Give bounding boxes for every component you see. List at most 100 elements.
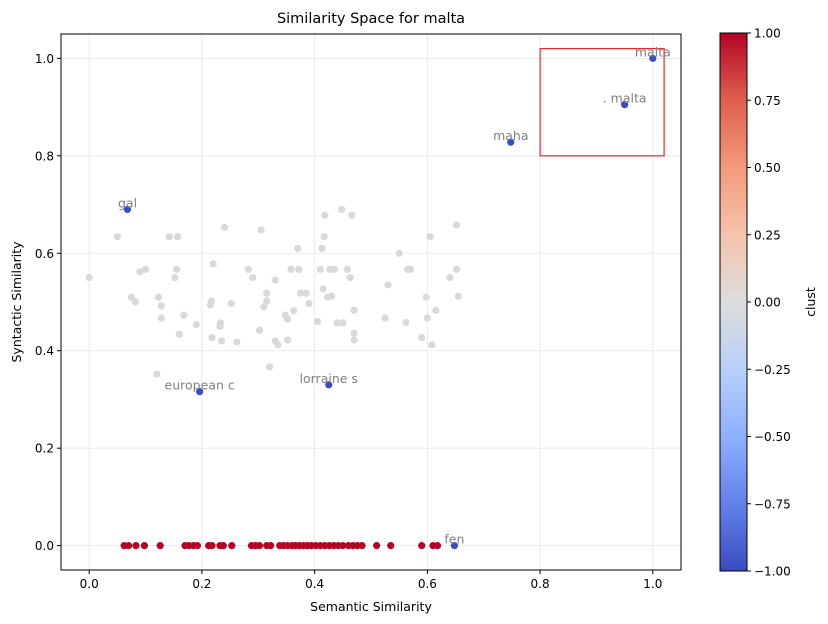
data-point-cluster-0 [402, 318, 410, 327]
data-point-cluster-1 [208, 542, 216, 550]
y-tick-label: 0.8 [35, 149, 54, 163]
colorbar-tick-label: 0.00 [754, 296, 781, 310]
data-point-cluster-0 [208, 333, 216, 342]
data-point-cluster-0 [295, 265, 303, 273]
data-point-cluster-0 [339, 319, 347, 327]
data-point-cluster-0 [207, 297, 216, 305]
point-label: maha [493, 128, 528, 143]
data-point-cluster-0 [422, 293, 430, 301]
data-point-cluster-1 [358, 542, 366, 550]
data-point-cluster-0 [157, 314, 165, 322]
data-point-cluster-0 [454, 292, 462, 300]
data-point-cluster-minus1 [123, 205, 132, 214]
data-point-cluster-0 [220, 223, 229, 232]
data-point-cluster-0 [316, 265, 324, 273]
data-point-cluster-0 [157, 302, 165, 310]
colorbar-label: clust [803, 287, 818, 317]
colorbar-tick-label: −0.25 [754, 363, 791, 377]
data-point-cluster-minus1 [507, 138, 515, 146]
x-tick-label: 0.4 [305, 577, 324, 591]
data-point-cluster-0 [346, 274, 354, 282]
data-point-cluster-0 [313, 317, 322, 326]
data-point-cluster-0 [320, 233, 328, 241]
data-point-cluster-0 [216, 319, 225, 327]
data-point-cluster-0 [192, 320, 200, 329]
data-point-cluster-0 [171, 274, 179, 282]
x-tick-label: 0.0 [80, 577, 99, 591]
data-point-cluster-0 [426, 233, 434, 241]
data-point-cluster-0 [154, 293, 163, 301]
x-tick-label: 1.0 [643, 577, 662, 591]
data-point-cluster-0 [249, 274, 257, 282]
x-axis-ticks: 0.0 0.2 0.4 0.6 0.8 1.0 [80, 570, 662, 591]
colorbar-tick-label: −0.75 [754, 497, 791, 511]
data-point-cluster-0 [153, 370, 161, 378]
data-point-cluster-minus1 [649, 54, 657, 62]
data-point-cluster-0 [428, 341, 436, 349]
data-point-cluster-0 [338, 205, 346, 214]
data-point-cluster-0 [296, 289, 305, 297]
data-point-cluster-1 [219, 542, 227, 550]
data-point-cluster-0 [263, 289, 271, 297]
data-point-cluster-0 [446, 274, 454, 282]
y-tick-label: 0.6 [35, 247, 54, 261]
data-point-cluster-0 [263, 297, 271, 305]
data-point-cluster-0 [233, 338, 241, 346]
data-point-cluster-1 [255, 542, 263, 550]
colorbar-tick-label: 0.50 [754, 161, 781, 175]
data-point-cluster-0 [136, 268, 144, 276]
data-point-cluster-0 [274, 341, 282, 349]
colorbar-tick-label: −1.00 [754, 565, 791, 579]
data-point-cluster-0 [271, 276, 279, 284]
y-axis-label: Syntactic Similarity [9, 241, 24, 363]
data-point-cluster-0 [381, 314, 389, 322]
data-point-cluster-1 [418, 542, 426, 550]
colorbar-tick-label: 1.00 [754, 27, 781, 41]
colorbar-ticks: −1.00 −0.75 −0.50 −0.25 0.00 0.25 0.50 0.75 1.00 [747, 27, 791, 579]
data-point-cluster-0 [113, 233, 121, 241]
point-label: gal [118, 195, 137, 210]
data-point-cluster-1 [228, 542, 236, 550]
x-tick-label: 0.2 [192, 577, 211, 591]
data-point-cluster-1 [387, 542, 395, 550]
data-point-cluster-0 [319, 285, 327, 293]
data-point-cluster-0 [244, 265, 252, 273]
plot-frame [60, 33, 682, 571]
data-point-cluster-0 [432, 306, 440, 314]
data-point-cluster-0 [330, 265, 338, 273]
data-point-cluster-1 [339, 542, 347, 550]
colorbar-tick-label: 0.75 [754, 94, 781, 108]
data-point-cluster-0 [348, 211, 356, 219]
point-annotations: malta . malta maha gal european c lorraine s f… [118, 44, 671, 546]
data-point-cluster-1 [373, 542, 381, 550]
data-point-cluster-minus1 [450, 542, 459, 550]
data-point-cluster-0 [131, 298, 139, 306]
data-point-cluster-0 [406, 265, 415, 273]
data-point-cluster-minus1 [196, 388, 204, 396]
x-tick-label: 0.8 [531, 577, 550, 591]
colorbar-tick-label: −0.50 [754, 430, 791, 444]
data-point-cluster-0 [350, 329, 358, 337]
y-tick-label: 0.0 [35, 539, 54, 553]
data-point-cluster-0 [294, 244, 302, 252]
y-tick-label: 1.0 [35, 52, 54, 66]
data-point-cluster-0 [333, 319, 341, 327]
data-point-cluster-minus1 [621, 101, 629, 109]
y-tick-label: 0.4 [35, 344, 54, 358]
data-point-cluster-0 [395, 249, 403, 257]
colorbar [719, 32, 748, 572]
data-point-cluster-0 [218, 337, 226, 345]
data-point-cluster-0 [290, 307, 298, 315]
data-point-cluster-0 [260, 303, 268, 311]
chart-title: Similarity Space for malta [277, 11, 465, 27]
point-label: lorraine s [300, 371, 358, 386]
data-point-cluster-0 [453, 221, 461, 229]
data-point-cluster-0 [305, 299, 313, 308]
data-point-cluster-1 [267, 542, 275, 550]
data-point-cluster-1 [193, 542, 201, 550]
data-point-cluster-0 [255, 326, 263, 334]
colorbar-tick-label: 0.25 [754, 228, 781, 242]
data-point-cluster-0 [265, 363, 274, 371]
